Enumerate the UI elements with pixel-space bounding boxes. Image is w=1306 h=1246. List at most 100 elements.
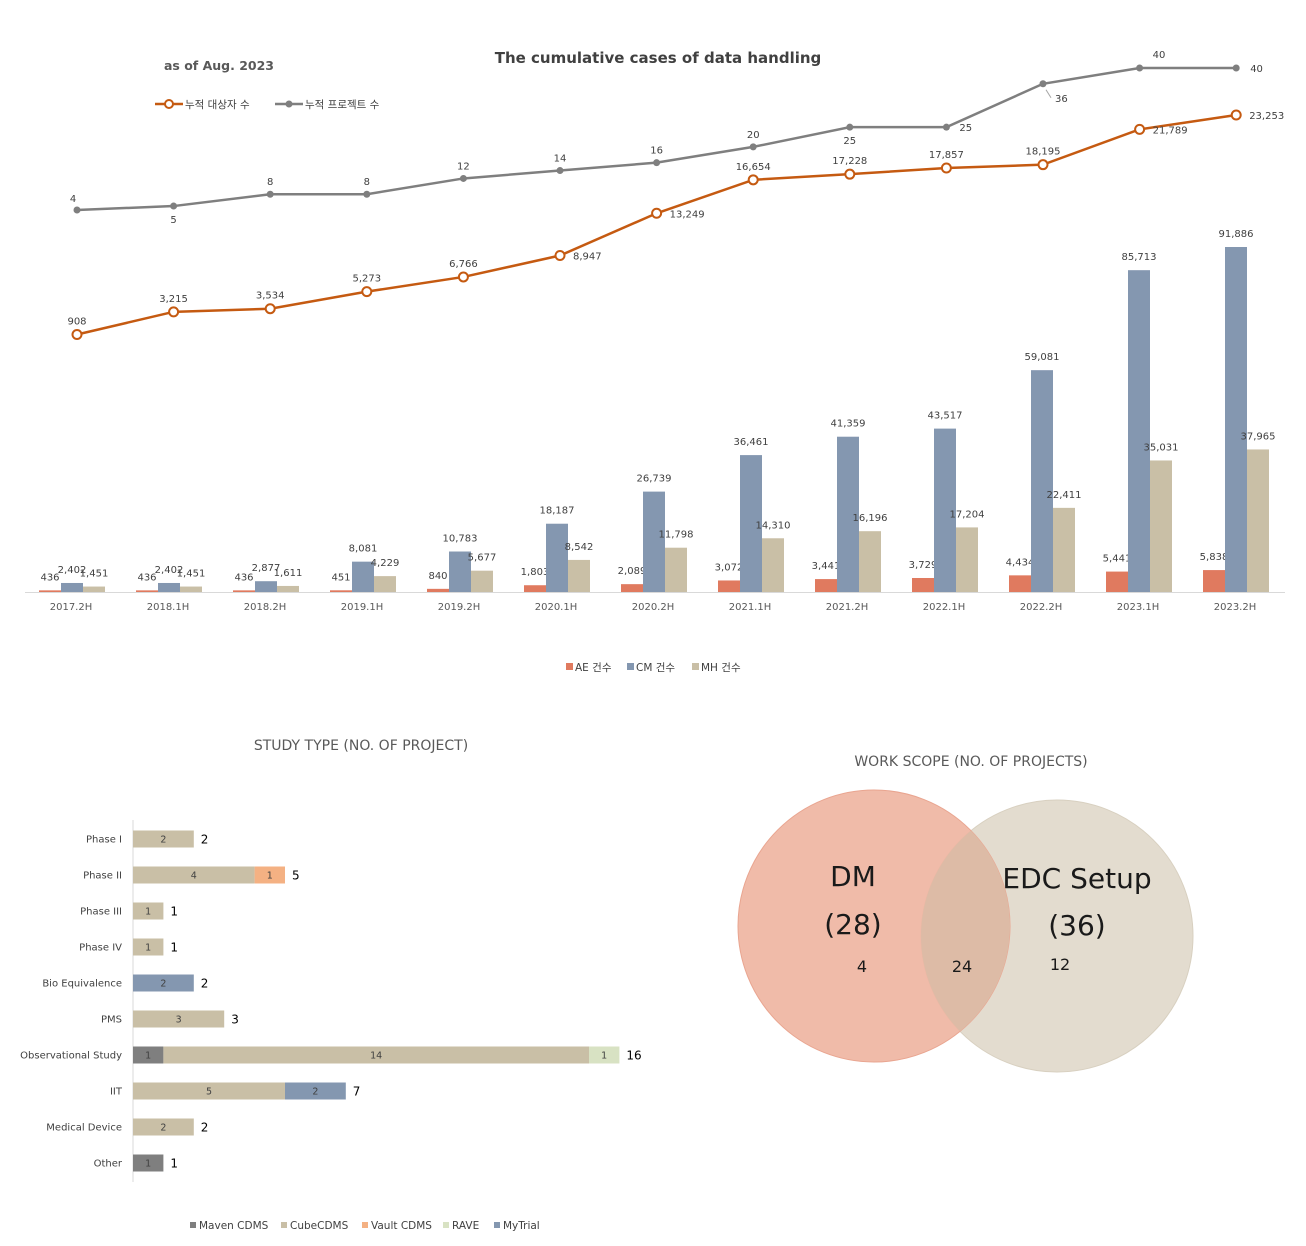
bar-label-mh-2020.2H: 11,798 <box>659 530 694 541</box>
legend-label-mytrial: MyTrial <box>503 1220 540 1232</box>
subjects-point-2018.2H <box>264 303 276 315</box>
bar-ae-2019.2H <box>427 588 449 592</box>
legend-marker-2 <box>285 100 293 108</box>
subjects-label-2021.1H: 16,654 <box>736 162 771 173</box>
legend-label-maven-cdms: Maven CDMS <box>199 1220 269 1232</box>
subjects-point-2021.2H <box>844 168 856 180</box>
total-iit: 7 <box>353 1085 361 1099</box>
cumulative-line-chart: The cumulative cases of data handling as … <box>67 49 1284 340</box>
projects-point-2023.1H <box>1136 64 1144 72</box>
x-tick-2021.2H: 2021.2H <box>826 602 869 613</box>
category-bio-equivalence: Bio Equivalence <box>42 979 122 990</box>
bar-ae-2021.2H <box>815 579 837 592</box>
category-iit: IIT <box>110 1087 123 1098</box>
bar-mh-2018.2H <box>277 585 299 592</box>
subjects-label-2017.2H: 908 <box>67 317 86 328</box>
segment-cubecdms-phase-iii <box>133 902 164 920</box>
bar-cm-2018.2H <box>255 581 277 592</box>
segment-cubecdms-phase-iv <box>133 938 164 956</box>
x-tick-2018.1H: 2018.1H <box>147 602 190 613</box>
legend-label-cubecdms: CubeCDMS <box>290 1220 349 1232</box>
bar-cm-2018.1H <box>158 582 180 592</box>
legend-label-rave: RAVE <box>452 1220 479 1232</box>
legend-swatch-ae <box>566 663 573 670</box>
bar-label-mh-2018.1H: 1,451 <box>177 569 206 580</box>
projects-point-2019.2H <box>459 174 467 182</box>
segment-label-cubecdms-phase-i: 2 <box>160 835 166 846</box>
x-tick-2022.2H: 2022.2H <box>1020 602 1063 613</box>
projects-label-2019.2H: 12 <box>457 161 470 172</box>
x-tick-2019.1H: 2019.1H <box>341 602 384 613</box>
segment-label-cubecdms-medical-device: 2 <box>160 1123 166 1134</box>
projects-label-2023.2H: 40 <box>1250 64 1263 75</box>
bar-cm-2022.1H <box>934 428 956 592</box>
bar-label-ae-2022.2H: 4,434 <box>1006 557 1035 568</box>
x-tick-2018.2H: 2018.2H <box>244 602 287 613</box>
projects-label-2018.2H: 8 <box>267 177 273 188</box>
study-type-chart: STUDY TYPE (NO. OF PROJECT) Phase I 2 2 Phas… <box>20 738 642 1232</box>
bar-ae-2023.1H <box>1106 571 1128 592</box>
x-tick-2020.2H: 2020.2H <box>632 602 675 613</box>
bar-label-ae-2021.2H: 3,441 <box>812 561 841 572</box>
x-tick-2019.2H: 2019.2H <box>438 602 481 613</box>
subjects-label-2022.1H: 17,857 <box>929 150 964 161</box>
legend-label-2: 누적 프로젝트 수 <box>305 99 380 111</box>
bar-label-mh-2019.1H: 4,229 <box>371 558 400 569</box>
legend-swatch-cm <box>627 663 634 670</box>
total-phase-i: 2 <box>201 833 209 847</box>
segment-label-mytrial-bio-equivalence: 2 <box>160 979 166 990</box>
projects-label-2022.2H: 36 <box>1055 94 1068 105</box>
segment-label-maven-cdms-other: 1 <box>145 1159 151 1170</box>
subjects-point-2019.2H <box>457 271 469 283</box>
chart-subtitle: as of Aug. 2023 <box>164 58 274 73</box>
legend-swatch-mytrial <box>494 1222 500 1228</box>
legend-label-cm: CM 건수 <box>636 662 675 674</box>
category-phase-ii: Phase II <box>83 871 122 882</box>
bar-label-cm-2021.1H: 36,461 <box>734 437 769 448</box>
subjects-label-2021.2H: 17,228 <box>832 156 867 167</box>
segment-maven-cdms-other <box>133 1154 164 1172</box>
bar-cm-2019.1H <box>352 561 374 592</box>
bar-cm-2020.1H <box>546 523 568 592</box>
bar-label-mh-2017.2H: 1,451 <box>80 569 109 580</box>
legend-label-1: 누적 대상자 수 <box>185 99 250 111</box>
subjects-label-2020.2H: 13,249 <box>670 209 705 220</box>
subjects-point-2017.2H <box>71 329 83 340</box>
projects-label-2021.1H: 20 <box>747 130 760 141</box>
subjects-label-2018.2H: 3,534 <box>256 291 285 302</box>
bar-cm-2020.2H <box>643 491 665 592</box>
category-phase-i: Phase I <box>86 835 122 846</box>
segment-label-cubecdms-phase-ii: 4 <box>191 871 197 882</box>
venn-label-edc-setup: EDC Setup <box>1002 862 1151 895</box>
venn-overlap-count: 24 <box>952 957 972 976</box>
bar-label-cm-2020.1H: 18,187 <box>540 506 575 517</box>
segment-cubecdms-pms <box>133 1010 225 1028</box>
projects-point-2023.2H <box>1232 64 1240 72</box>
bar-cm-2021.2H <box>837 436 859 592</box>
segment-mytrial-iit <box>285 1082 346 1100</box>
bar-ae-2021.1H <box>718 580 740 592</box>
bar-mh-2020.1H <box>568 559 590 592</box>
bar-mh-2022.2H <box>1053 507 1075 592</box>
bar-label-ae-2021.1H: 3,072 <box>715 562 744 573</box>
subjects-label-2019.1H: 5,273 <box>352 274 381 285</box>
bar-mh-2023.2H <box>1247 449 1269 592</box>
x-tick-2022.1H: 2022.1H <box>923 602 966 613</box>
subjects-point-2020.2H <box>651 207 663 219</box>
bar-label-cm-2021.2H: 41,359 <box>831 419 866 430</box>
venn-total-edc-setup: (36) <box>1048 909 1105 942</box>
bar-label-cm-2023.2H: 91,886 <box>1219 229 1254 240</box>
bar-cm-2023.2H <box>1225 247 1247 592</box>
bar-label-cm-2022.2H: 59,081 <box>1025 352 1060 363</box>
chart-title: The cumulative cases of data handling <box>495 49 822 67</box>
projects-label-2017.2H: 4 <box>70 194 76 205</box>
projects-label-2020.2H: 16 <box>650 146 663 157</box>
venn-label-dm: DM <box>830 860 876 893</box>
total-phase-ii: 5 <box>292 869 300 883</box>
category-observational-study: Observational Study <box>20 1051 122 1062</box>
segment-mytrial-bio-equivalence <box>133 974 194 992</box>
projects-label-2020.1H: 14 <box>554 154 567 165</box>
bar-label-cm-2018.1H: 2,402 <box>155 565 184 576</box>
bar-label-cm-2017.2H: 2,402 <box>58 565 87 576</box>
bar-ae-2023.2H <box>1203 570 1225 592</box>
